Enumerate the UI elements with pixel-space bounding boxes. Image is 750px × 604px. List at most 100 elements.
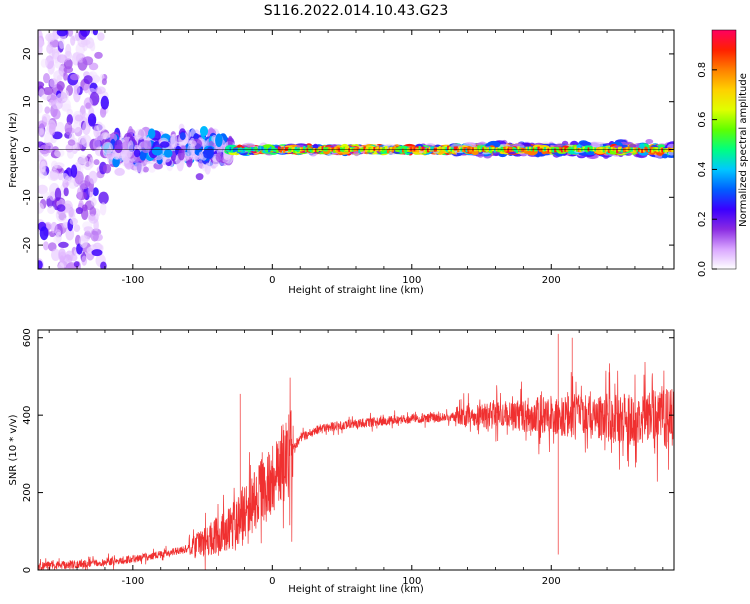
heatmap-cell [58,38,65,50]
heatmap-cell [55,121,65,134]
heatmap-band-cell [385,146,388,150]
colorbar-tick-label: 0.0 [697,261,708,277]
heatmap-band-cell [586,148,589,153]
snr-panel: -100 0 100 200 0 200 400 600 Height of straight… [8,328,675,595]
heatmap-band-cell [549,148,552,153]
bottom-plot-frame [37,329,675,571]
heatmap-band-cell [244,147,247,152]
heatmap-band-cell [396,148,400,152]
heatmap-cell [59,255,65,265]
heatmap-band-cell [488,146,492,151]
heatmap-band-cell [334,147,338,152]
heatmap-band-cell [656,148,659,153]
heatmap-band-cell [612,146,616,151]
heatmap-cell [46,44,54,54]
heatmap-cell [52,108,61,120]
heatmap-cell [49,78,59,88]
heatmap-cell [51,248,61,261]
heatmap-band-cell [463,147,467,152]
heatmap-cell [72,121,81,133]
colorbar-tick-label: 0.4 [697,161,708,177]
heatmap-cell [98,191,109,205]
heatmap-band-cell [462,147,465,152]
top-y-tick-label: -10 [22,189,33,205]
heatmap-band-cell [281,146,284,151]
heatmap-cell [92,187,99,197]
heatmap-band-cell [599,147,602,152]
bottom-x-tick-label: 100 [402,576,421,587]
heatmap-band-cell [271,147,274,152]
top-x-axis-label: Height of straight line (km) [288,285,424,296]
heatmap-band-cell [515,149,519,153]
heatmap-band-cell [596,148,599,153]
heatmap-cell [38,88,45,99]
heatmap-band-cell [537,146,540,151]
heatmap-cell [73,52,83,61]
heatmap-band-cell [345,146,348,151]
heatmap-cell [95,86,106,95]
heatmap-cell [76,187,83,200]
heatmap-band-cell [256,148,259,152]
heatmap-band-cell [283,148,286,153]
heatmap-cell [70,35,76,46]
heatmap-cell [206,146,214,159]
heatmap-band-cell [386,149,390,154]
colorbar-ticks: 0.0 0.2 0.4 0.6 0.8 [697,62,717,277]
heatmap-cell [73,224,81,233]
heatmap-cell [645,139,654,144]
heatmap-cell [93,218,99,232]
colorbar-tick-label: 0.2 [697,211,708,227]
heatmap-band-cell [507,148,510,153]
heatmap-band-cell [262,148,266,153]
bottom-y-tick-label: 600 [22,328,33,347]
heatmap-cell [179,132,186,141]
heatmap-band-cell [274,148,278,153]
heatmap-band-cell [447,145,450,150]
heatmap-band-cell [480,146,483,151]
heatmap-band-cell [326,146,329,151]
heatmap-band-cell [268,148,271,153]
heatmap-band-cell [438,146,442,151]
heatmap-band-cell [455,146,458,151]
heatmap-band-cell [411,146,415,151]
heatmap-band-cell [554,148,557,153]
heatmap-cell [195,173,204,181]
heatmap-cell [67,139,76,146]
heatmap-band-cell [311,148,314,153]
heatmap-cell [83,83,90,94]
heatmap-cell [89,41,96,52]
heatmap-cell [133,162,144,173]
heatmap-band-cell [622,148,626,153]
heatmap-band-cell [647,148,651,152]
heatmap-band-cell [427,148,430,153]
heatmap-cell [77,36,88,48]
heatmap-cell [54,187,62,201]
heatmap-band-cell [492,147,495,152]
heatmap-band-cell [539,147,542,152]
heatmap-cell [227,135,233,148]
heatmap-cell [43,241,49,251]
heatmap-cell [53,235,61,245]
heatmap-cell [100,202,107,216]
top-y-axis-label: Frequency (Hz) [8,112,19,188]
heatmap-band-cell [525,146,529,151]
heatmap-cell [54,148,65,158]
heatmap-cell [39,226,49,241]
heatmap-cell [48,99,55,106]
heatmap-band-cell [365,148,368,153]
heatmap-band-cell [607,148,611,153]
heatmap-band-cell [370,148,373,153]
heatmap-cell [89,206,97,217]
heatmap-band-cell [376,146,380,151]
heatmap-band-cell [644,146,647,151]
heatmap-band-cell [512,146,515,151]
heatmap-band-cell [373,147,376,151]
heatmap-cell [38,202,45,214]
heatmap-band-cell [582,146,585,151]
heatmap-band-cell [306,148,309,153]
heatmap-band-cell [619,146,622,151]
heatmap-band-cell [432,146,435,151]
heatmap-band-cell [247,148,251,153]
heatmap-cell [43,73,50,84]
